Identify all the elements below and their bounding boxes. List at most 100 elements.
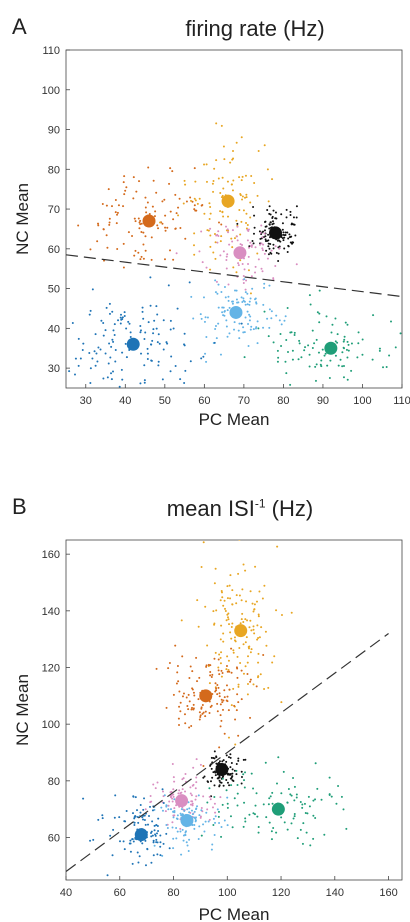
data-point <box>227 669 230 672</box>
data-point <box>286 231 289 234</box>
data-point <box>280 792 283 795</box>
data-point <box>245 279 248 282</box>
data-point <box>88 313 91 316</box>
decision-boundary-line <box>66 254 402 298</box>
data-point <box>200 230 203 233</box>
data-point <box>298 342 301 345</box>
x-tick-label: 100 <box>353 395 371 407</box>
data-point <box>340 795 343 798</box>
data-point <box>323 354 326 357</box>
data-point <box>331 323 334 326</box>
data-point <box>257 826 260 829</box>
y-tick-label: 90 <box>48 125 60 137</box>
data-point <box>254 265 257 268</box>
data-point <box>244 618 247 621</box>
data-point <box>199 815 202 818</box>
data-point <box>242 563 245 566</box>
data-point <box>193 197 196 200</box>
data-point <box>291 349 294 352</box>
data-point <box>173 798 176 801</box>
data-point <box>254 565 257 568</box>
data-point <box>264 220 267 223</box>
data-point <box>255 301 258 304</box>
data-point <box>214 567 217 570</box>
data-point <box>238 176 241 179</box>
data-point <box>141 310 144 313</box>
data-point <box>289 793 292 796</box>
data-point <box>305 831 308 834</box>
data-point <box>146 352 149 355</box>
data-point <box>201 204 204 207</box>
data-point <box>213 167 216 170</box>
data-point <box>228 332 231 335</box>
data-point <box>68 370 71 373</box>
data-point <box>102 334 105 337</box>
data-point <box>318 312 321 315</box>
data-point <box>218 746 221 749</box>
data-point <box>210 676 213 679</box>
data-point <box>235 141 238 144</box>
data-point <box>277 260 280 263</box>
data-point <box>242 331 245 334</box>
data-point <box>152 854 155 857</box>
data-point <box>139 258 142 261</box>
data-point <box>125 327 128 330</box>
data-point <box>242 297 245 300</box>
data-point <box>272 827 275 830</box>
data-point <box>176 814 179 817</box>
data-point <box>320 798 323 801</box>
data-point <box>223 819 226 822</box>
data-point <box>234 743 237 746</box>
data-point <box>247 230 250 233</box>
data-point <box>106 874 109 877</box>
data-point <box>347 343 350 346</box>
data-point <box>209 205 212 208</box>
data-point <box>346 323 349 326</box>
data-point <box>220 624 223 627</box>
data-point <box>155 667 158 670</box>
data-point <box>190 725 193 728</box>
data-point <box>217 177 220 180</box>
data-point <box>144 206 147 209</box>
data-point <box>235 769 238 772</box>
data-point <box>241 612 244 615</box>
data-point <box>166 826 169 829</box>
data-point <box>208 711 211 714</box>
data-point <box>270 317 273 320</box>
data-point <box>244 303 247 306</box>
data-point <box>326 364 329 367</box>
data-point <box>209 227 212 230</box>
cluster-gold <box>159 122 274 295</box>
data-point <box>241 198 244 201</box>
data-point <box>195 795 198 798</box>
data-point <box>132 176 135 179</box>
data-point <box>344 321 347 324</box>
data-point <box>118 840 121 843</box>
data-point <box>285 216 288 219</box>
data-point <box>300 356 303 359</box>
data-point <box>237 572 240 575</box>
data-point <box>227 299 230 302</box>
data-point <box>223 158 226 161</box>
panel-b-title-main: mean ISI <box>166 496 255 521</box>
y-tick-label: 70 <box>48 204 60 216</box>
data-point <box>302 822 305 825</box>
data-point <box>249 619 252 622</box>
data-point <box>378 347 381 350</box>
data-point <box>91 288 94 291</box>
data-point <box>314 365 317 368</box>
data-point <box>184 830 187 833</box>
data-point <box>197 794 200 797</box>
data-point <box>230 762 233 765</box>
data-point <box>275 609 278 612</box>
data-point <box>105 306 108 309</box>
data-point <box>209 268 212 271</box>
data-point <box>209 780 212 783</box>
data-point <box>129 850 132 853</box>
data-point <box>226 670 229 673</box>
data-point <box>292 216 295 219</box>
data-point <box>187 693 190 696</box>
data-point <box>195 776 198 779</box>
data-point <box>187 708 190 711</box>
data-point <box>226 695 229 698</box>
